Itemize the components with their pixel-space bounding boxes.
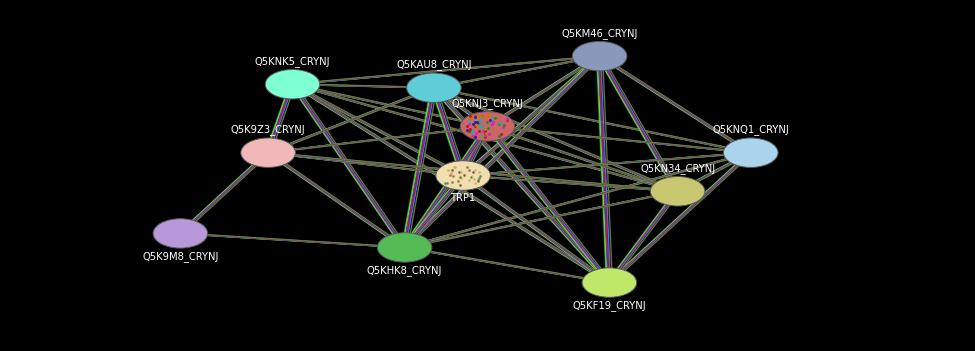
Text: Q5KNQ1_CRYNJ: Q5KNQ1_CRYNJ bbox=[713, 124, 789, 135]
Ellipse shape bbox=[153, 219, 208, 248]
Ellipse shape bbox=[650, 177, 705, 206]
Ellipse shape bbox=[582, 268, 637, 297]
Text: Q5KNJ3_CRYNJ: Q5KNJ3_CRYNJ bbox=[451, 98, 524, 109]
Ellipse shape bbox=[572, 41, 627, 71]
Text: Q5KM46_CRYNJ: Q5KM46_CRYNJ bbox=[562, 28, 638, 39]
Text: Q5K9Z3_CRYNJ: Q5K9Z3_CRYNJ bbox=[231, 124, 305, 135]
Text: Q5KNK5_CRYNJ: Q5KNK5_CRYNJ bbox=[254, 56, 331, 67]
Ellipse shape bbox=[436, 161, 490, 190]
Text: Q5KAU8_CRYNJ: Q5KAU8_CRYNJ bbox=[396, 59, 472, 70]
Text: Q5KN34_CRYNJ: Q5KN34_CRYNJ bbox=[640, 163, 716, 174]
Ellipse shape bbox=[377, 233, 432, 262]
Ellipse shape bbox=[407, 73, 461, 102]
Text: Q5K9M8_CRYNJ: Q5K9M8_CRYNJ bbox=[142, 251, 218, 262]
Ellipse shape bbox=[460, 112, 515, 141]
Text: Q5KHK8_CRYNJ: Q5KHK8_CRYNJ bbox=[367, 265, 443, 276]
Ellipse shape bbox=[723, 138, 778, 167]
Ellipse shape bbox=[265, 69, 320, 99]
Text: Q5KF19_CRYNJ: Q5KF19_CRYNJ bbox=[572, 300, 646, 311]
Ellipse shape bbox=[241, 138, 295, 167]
Text: TRP1: TRP1 bbox=[450, 193, 476, 203]
